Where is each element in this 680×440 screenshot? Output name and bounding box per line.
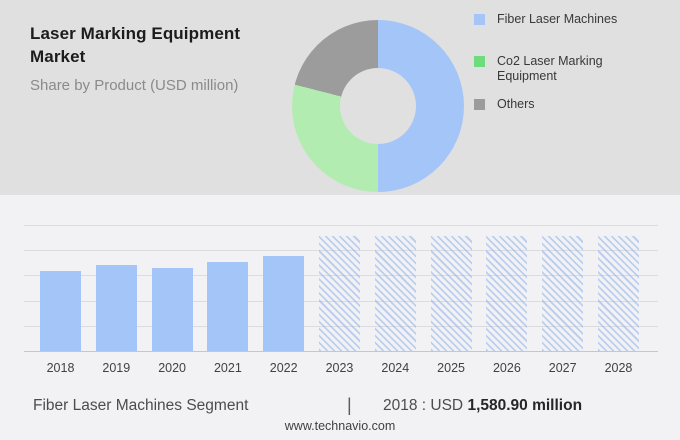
segment-label: Fiber Laser Machines Segment [33,397,249,414]
legend: Fiber Laser Machines Co2 Laser Marking Eq… [474,12,659,112]
year-label: 2027 [548,361,577,375]
year-label: 2028 [604,361,633,375]
forecast-bar-2025 [430,236,472,351]
chart-baseline [24,351,658,352]
legend-item: Others [474,97,659,112]
header-panel: Laser Marking Equipment Market Share by … [0,0,680,195]
forecast-bar-2028 [597,236,639,351]
website-url: www.technavio.com [284,419,396,433]
bar-2022 [263,256,305,351]
bar-column-2025: 2025 [430,225,472,375]
bar-2021 [207,262,249,351]
caption-divider: | [347,395,352,415]
chart-gridline [24,225,658,226]
forecast-bar-2024 [374,236,416,351]
bar-column-2026: 2026 [486,225,528,375]
caption-value-prefix: 2018 : USD [383,397,464,414]
legend-swatch-icon [474,99,485,110]
bar-column-2019: 2019 [95,225,137,375]
year-label: 2023 [325,361,354,375]
year-label: 2019 [102,361,131,375]
donut-chart [292,20,464,192]
legend-item: Co2 Laser Marking Equipment [474,54,659,84]
bar-column-2023: 2023 [318,225,360,375]
page-title: Laser Marking Equipment Market [30,24,241,66]
page-subtitle: Share by Product (USD million) [30,77,239,94]
legend-swatch-icon [474,14,485,25]
bar-column-2018: 2018 [40,225,81,375]
donut-hole [340,68,416,144]
bar-2020 [151,268,193,351]
year-label: 2020 [158,361,186,375]
year-label: 2018 [46,361,75,375]
bar-chart: 2018 2019 2020 2021 2022 2023 2024 2025 2026 2027… [24,225,658,375]
legend-label: Others [497,97,535,111]
bar-column-2020: 2020 [151,225,193,375]
title-block: Laser Marking Equipment Market Share by … [30,22,275,94]
year-label: 2021 [213,361,242,375]
caption-value: 2018 : USD 1,580.90 million [383,397,582,415]
caption-value-bold: 1,580.90 million [467,397,583,414]
legend-label: Co2 Laser Marking Equipment [497,54,603,83]
bars-row: 2018 2019 2020 2021 2022 2023 2024 2025 2026 2027… [40,225,639,375]
legend-label: Fiber Laser Machines [497,12,618,26]
forecast-bar-2023 [318,236,360,351]
bar-column-2028: 2028 [597,225,639,375]
year-label: 2022 [269,361,298,375]
bar-column-2027: 2027 [542,225,584,375]
bar-2018 [40,271,81,351]
bar-column-2022: 2022 [263,225,305,375]
legend-item: Fiber Laser Machines [474,12,659,27]
bar-column-2021: 2021 [207,225,249,375]
bar-2019 [95,265,137,351]
forecast-bar-2027 [542,236,584,351]
forecast-bar-2026 [486,236,528,351]
caption-row: Fiber Laser Machines Segment | 2018 : US… [0,395,680,419]
legend-swatch-icon [474,56,485,67]
year-label: 2024 [381,361,410,375]
bar-column-2024: 2024 [374,225,416,375]
year-label: 2026 [492,361,521,375]
chart-panel: 2018 2019 2020 2021 2022 2023 2024 2025 2026 2027… [0,195,680,440]
year-label: 2025 [437,361,465,375]
